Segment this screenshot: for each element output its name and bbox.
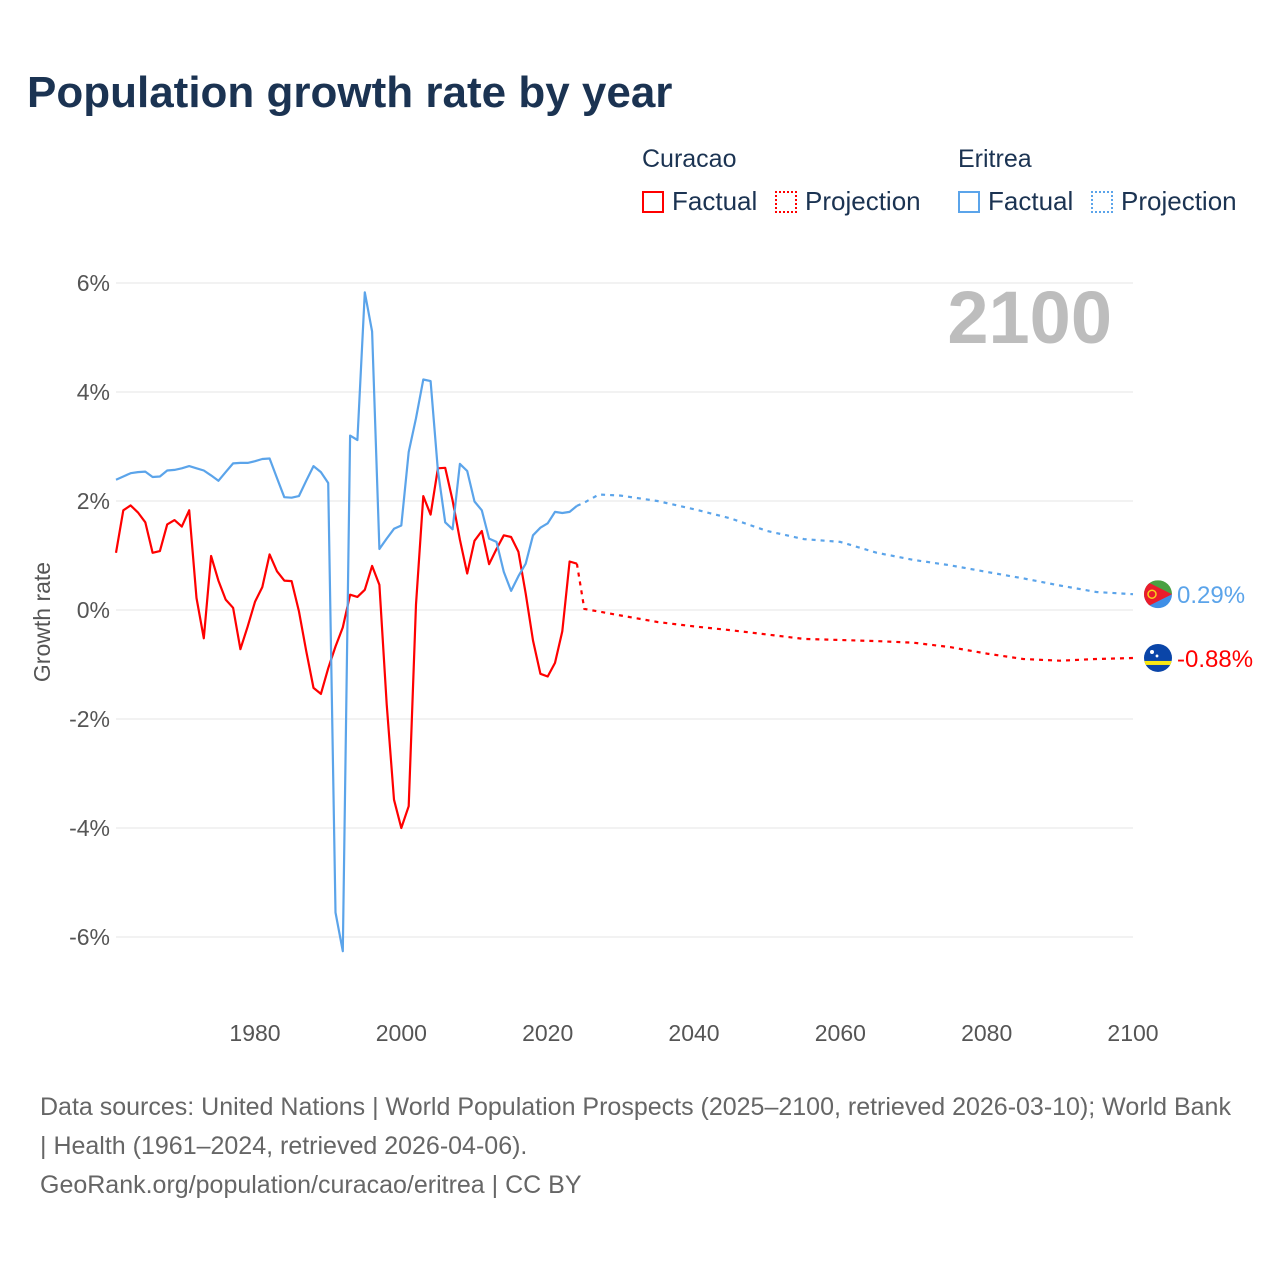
series-line-curacao-factual (114, 466, 578, 830)
y-tick-label: -6% (69, 924, 110, 950)
y-tick-label: 6% (77, 270, 110, 296)
x-tick-label: 2000 (376, 1020, 427, 1046)
end-label-eritrea: 0.29% (1177, 582, 1245, 609)
legend-group-curacao: Curacao (642, 145, 737, 173)
x-tick-label: 2060 (815, 1020, 866, 1046)
credit-link[interactable]: GeoRank.org/population/curacao/eritrea |… (40, 1171, 582, 1199)
y-tick-label: 0% (77, 597, 110, 623)
eritrea-flag-icon (1144, 580, 1172, 609)
legend-swatch-dotted (1091, 190, 1113, 213)
curacao-flag-icon (1144, 643, 1172, 672)
legend-swatch-dotted (775, 190, 797, 213)
legend-label: Factual (988, 186, 1074, 216)
data-sources: Data sources: United Nations | World Pop… (40, 1093, 1231, 1160)
y-axis-label: Growth rate (29, 562, 55, 682)
legend-label: Factual (672, 186, 758, 216)
legend-label: Projection (1121, 186, 1237, 216)
y-tick-label: -2% (69, 706, 110, 732)
footer: Data sources: United Nations | World Pop… (40, 1088, 1240, 1205)
chart-title: Population growth rate by year (27, 68, 673, 117)
y-tick-label: 2% (77, 488, 110, 514)
x-tick-label: 1980 (229, 1020, 280, 1046)
legend-swatch-solid (642, 190, 664, 213)
series-line-curacao-projection (575, 563, 1134, 662)
y-tick-label: 4% (77, 379, 110, 405)
series-line-eritrea-factual (115, 291, 578, 953)
end-label-curacao: -0.88% (1177, 646, 1253, 673)
legend-eritrea-factual[interactable]: Factual (958, 186, 1073, 217)
series-line-eritrea-projection (576, 493, 1134, 596)
x-tick-label: 2040 (668, 1020, 719, 1046)
legend-curacao-projection[interactable]: Projection (775, 186, 921, 217)
legend-group-eritrea: Eritrea (958, 145, 1032, 173)
x-tick-label: 2080 (961, 1020, 1012, 1046)
plot-area: 6% 4% 2% 0% -2% -4% -6% 1980 2000 2020 2040 2060 208… (29, 270, 1253, 1046)
x-tick-label: 2100 (1107, 1020, 1158, 1046)
year-display: 2100 (947, 276, 1112, 359)
legend-eritrea-projection[interactable]: Projection (1091, 186, 1237, 217)
legend-swatch-solid (958, 190, 980, 213)
legend-curacao-factual[interactable]: Factual (642, 186, 757, 217)
y-tick-label: -4% (69, 815, 110, 841)
legend-label: Projection (805, 186, 921, 216)
x-tick-label: 2020 (522, 1020, 573, 1046)
